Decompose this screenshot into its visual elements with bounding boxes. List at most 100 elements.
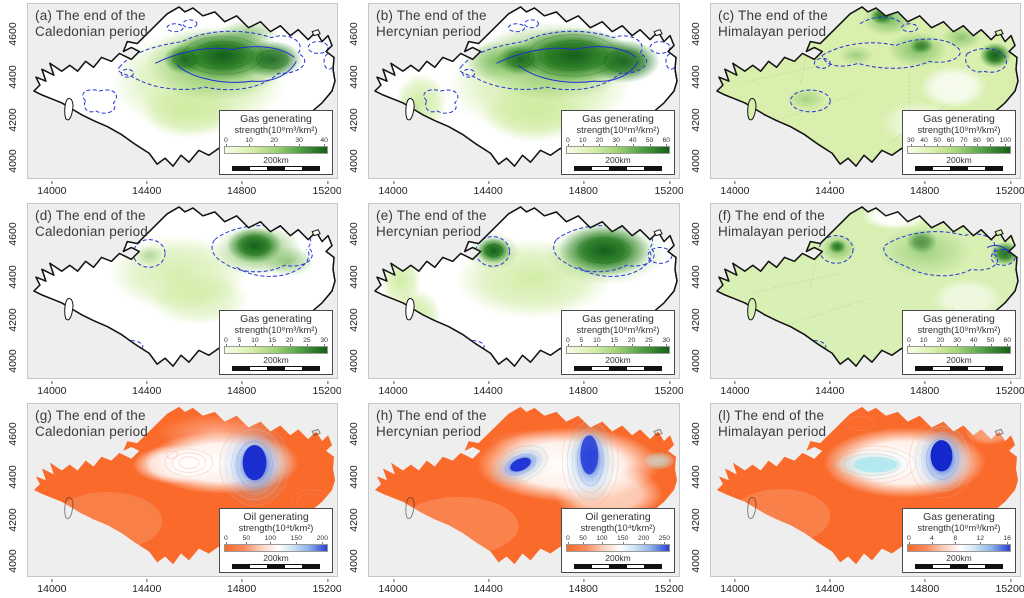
map-plot: (g) The end of the Caledonian period Oil… xyxy=(27,403,338,577)
tick-label: 60 xyxy=(1003,336,1011,346)
tick-label: 4000 xyxy=(7,349,19,373)
tick-label: 14000 xyxy=(378,381,408,397)
legend-box: Oil generating strength(10⁴t/km²) 0 50 100… xyxy=(219,507,333,573)
tick-label: 40 xyxy=(970,336,978,346)
panel-l: 4600 4400 4200 4000 xyxy=(683,400,1024,598)
scale-bar xyxy=(574,366,662,371)
tick-label: 20 xyxy=(595,136,604,146)
legend-unit: strength(10⁸m³/km²) xyxy=(576,124,660,135)
tick-label: 14800 xyxy=(909,579,940,595)
legend-title: Gas generating xyxy=(582,112,654,125)
tick-label: 4400 xyxy=(348,65,360,89)
scale-label: 200km xyxy=(605,154,631,165)
tick-label: 14000 xyxy=(720,579,750,595)
scale-bar xyxy=(915,166,1003,171)
panel-b: 4600 4400 4200 4000 xyxy=(341,0,683,200)
tick-label: 60 xyxy=(946,136,955,146)
legend-title: Oil generating xyxy=(585,510,651,523)
legend-unit: strength(10⁸m³/km²) xyxy=(917,522,1001,533)
legend-title: Gas generating xyxy=(582,312,654,325)
y-axis-labels: 4600 4400 4200 4000 xyxy=(0,0,26,200)
tick-label: 4400 xyxy=(7,465,19,489)
legend-box: Oil generating strength(10⁴t/km²) 0 50 100… xyxy=(561,507,675,573)
tick-label: 14800 xyxy=(909,181,940,197)
panel-d: 4600 4400 4200 4000 xyxy=(0,200,341,400)
legend-box: Gas generating strength(10⁸m³/km²) 0 4 8 12… xyxy=(902,507,1016,573)
tick-label: 14000 xyxy=(720,181,750,197)
tick-label: 15200 xyxy=(995,579,1024,595)
tick-label: 14400 xyxy=(132,381,162,397)
tick-label: 14800 xyxy=(909,381,940,397)
scale-bar xyxy=(915,366,1003,371)
tick-label: 4600 xyxy=(690,222,702,246)
legend-title: Gas generating xyxy=(923,510,995,523)
tick-label: 4200 xyxy=(7,108,19,132)
tick-label: 14400 xyxy=(815,181,845,197)
tick-label: 14000 xyxy=(378,579,408,595)
tick-label: 14800 xyxy=(568,181,598,197)
legend-unit: strength(10⁸m³/km²) xyxy=(917,124,1001,135)
tick-label: 14400 xyxy=(473,381,503,397)
scale-bar xyxy=(915,564,1003,569)
tick-label: 14000 xyxy=(720,381,750,397)
tick-label: 200 xyxy=(637,534,650,544)
tick-label: 0 xyxy=(224,336,228,346)
map-plot: (h) The end of the Hercynian period Oil … xyxy=(368,403,680,577)
tick-label: 15200 xyxy=(312,579,341,595)
tick-label: 200 xyxy=(316,534,328,544)
hercynian-oil-map xyxy=(369,404,679,576)
tick-label: 14800 xyxy=(226,381,257,397)
tick-label: 14800 xyxy=(568,381,598,397)
tick-label: 0 xyxy=(907,534,911,544)
legend-box: Gas generating strength(10⁸m³/km²) 0 5 10 1… xyxy=(219,309,333,375)
tick-label: 4600 xyxy=(7,22,19,46)
tick-label: 14400 xyxy=(473,181,503,197)
x-axis-labels: 14000 14400 14800 15200 xyxy=(368,381,683,398)
tick-label: 14000 xyxy=(37,381,67,397)
map-plot: (l) The end of the Himalayan period Gas … xyxy=(710,403,1021,577)
tick-label: 20 xyxy=(627,336,636,346)
tick-label: 40 xyxy=(629,136,637,146)
panel-h: 4600 4400 4200 4000 xyxy=(341,400,683,598)
tick-label: 14800 xyxy=(568,579,598,595)
map-plot: (c) The end of the Himalayan period Gas … xyxy=(710,3,1021,179)
tick-label: 80 xyxy=(973,136,981,146)
tick-label: 4000 xyxy=(348,149,360,173)
x-axis-labels: 14000 14400 14800 15200 xyxy=(368,579,683,596)
y-axis-labels: 4600 4400 4200 4000 xyxy=(683,200,709,400)
scale-label: 200km xyxy=(263,354,289,365)
x-axis-labels: 14000 14400 14800 15200 xyxy=(27,579,341,596)
tick-label: 70 xyxy=(959,136,968,146)
legend-box: Gas generating strength(10⁸m³/km²) 0 5 10 1… xyxy=(561,309,675,375)
tick-label: 4200 xyxy=(7,508,19,532)
colorbar-ticks: 0 50 100 150 200 xyxy=(224,534,328,544)
panel-f: 4600 4400 4200 4000 xyxy=(683,200,1024,400)
tick-label: 10 xyxy=(251,336,259,346)
tick-label: 40 xyxy=(920,136,928,146)
tick-label: 4200 xyxy=(348,308,360,332)
tick-label: 50 xyxy=(986,336,995,346)
tick-label: 50 xyxy=(645,136,654,146)
colorbar-ticks: 0 5 10 15 20 25 30 xyxy=(566,336,670,346)
colorbar xyxy=(566,543,670,552)
tick-label: 150 xyxy=(290,534,302,544)
tick-label: 100 xyxy=(596,534,608,544)
y-axis-labels: 4600 4400 4200 4000 xyxy=(683,0,709,200)
legend-unit: strength(10⁸m³/km²) xyxy=(576,324,660,335)
tick-label: 4000 xyxy=(690,149,702,173)
y-axis-labels: 4600 4400 4200 4000 xyxy=(683,400,709,598)
tick-label: 15 xyxy=(610,336,618,346)
tick-label: 14400 xyxy=(132,579,162,595)
scale-bar xyxy=(232,564,320,569)
tick-label: 4200 xyxy=(7,308,19,332)
tick-label: 4600 xyxy=(348,22,360,46)
tick-label: 14800 xyxy=(226,181,257,197)
tick-label: 14000 xyxy=(37,579,67,595)
legend-title: Gas generating xyxy=(240,112,312,125)
x-axis-labels: 14000 14400 14800 15200 xyxy=(27,381,341,398)
tick-label: 4200 xyxy=(690,108,702,132)
tick-label: 20 xyxy=(936,336,945,346)
tick-label: 14000 xyxy=(378,181,408,197)
tick-label: 10 xyxy=(578,136,587,146)
tick-label: 15200 xyxy=(654,381,683,397)
